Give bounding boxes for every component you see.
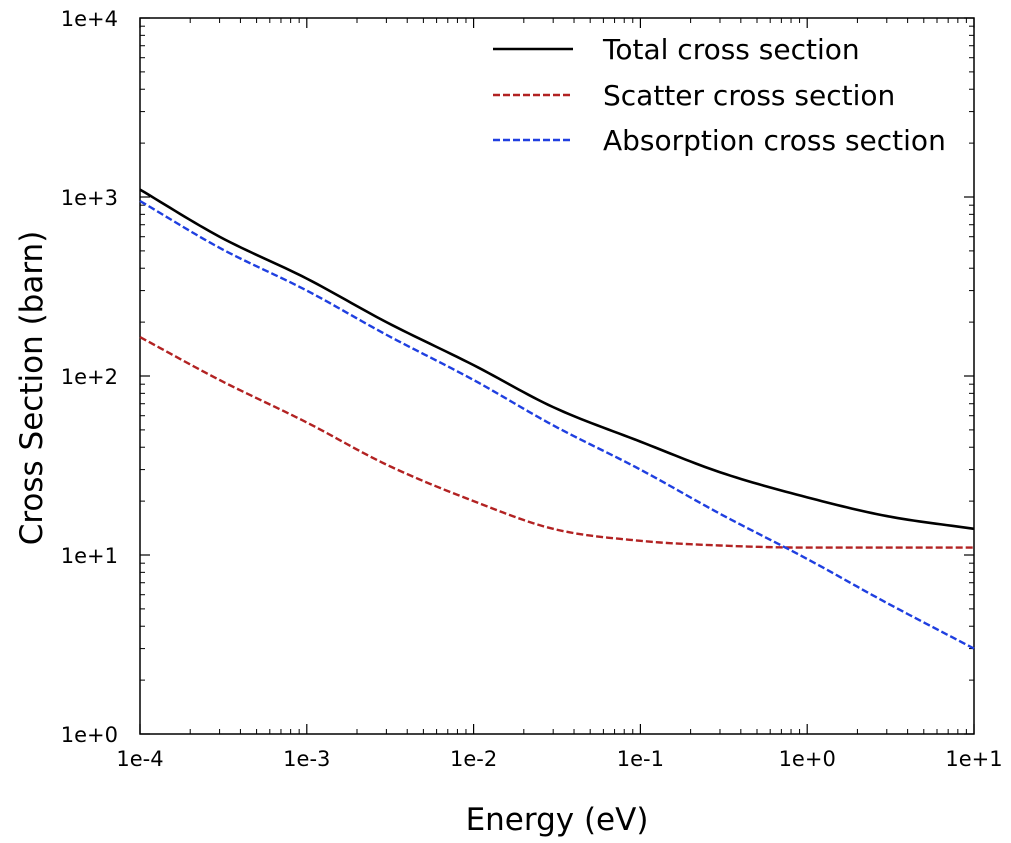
ticks-layer: 1e-4 1e-3 1e-2 1e-1 1e+0 1e+1 1e+0 1e+1 1e+2 1e+3… [61,7,1003,771]
legend-label-3: Absorption cross section [603,124,946,157]
y-tick-label: 1e+4 [61,7,118,31]
legend-label-2: Scatter cross section [603,79,895,112]
y-axis-title: Cross Section (barn) [14,231,50,546]
series-line-2 [139,336,974,549]
x-axis-title: Energy (eV) [466,802,649,838]
x-tick-label: 1e+0 [779,747,836,771]
y-tick-label: 1e+3 [61,186,118,210]
legend: Total cross section Scatter cross section… [493,33,946,157]
legend-label-1: Total cross section [602,33,860,66]
y-tick-label: 1e+2 [61,365,118,389]
series-line-1 [139,188,975,531]
series-line-3 [139,199,975,650]
x-tick-label: 1e-3 [283,747,330,771]
x-tick-label: 1e-1 [617,747,664,771]
y-tick-label: 1e+1 [61,544,118,568]
x-tick-label: 1e-2 [450,747,497,771]
series-layer [139,188,975,650]
x-tick-label: 1e+1 [945,747,1002,771]
x-tick-label: 1e-4 [116,747,163,771]
y-tick-label: 1e+0 [61,723,118,747]
